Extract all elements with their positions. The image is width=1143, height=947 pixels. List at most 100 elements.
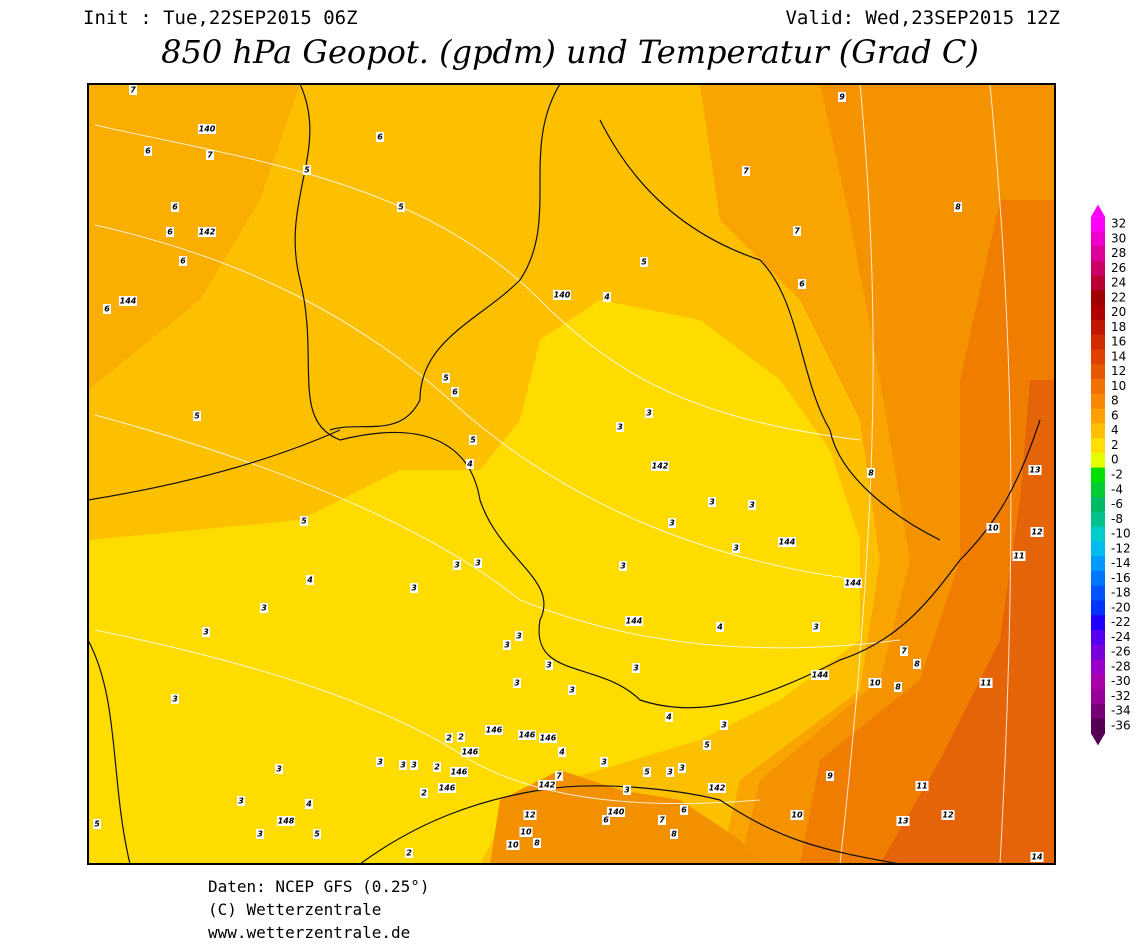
contour-label: 13 <box>1029 466 1041 475</box>
contour-label: 3 <box>749 501 755 510</box>
contour-label: 13 <box>897 817 909 826</box>
contour-label-box <box>941 810 955 820</box>
colorbar-cell <box>1091 526 1105 542</box>
colorbar-label: 28 <box>1111 246 1126 260</box>
colorbar-label: -26 <box>1111 645 1131 659</box>
contour-label: 144 <box>812 671 829 680</box>
contour-label-box <box>703 740 711 750</box>
contour-label-box <box>900 646 908 656</box>
colorbar-label: 30 <box>1111 231 1126 245</box>
contour-label: 3 <box>569 686 575 695</box>
contour-label: 4 <box>466 460 473 469</box>
contour-label: 3 <box>257 830 263 839</box>
contour-label: 8 <box>914 660 920 669</box>
temp-field <box>88 84 300 390</box>
contour-label: 5 <box>314 830 320 839</box>
contour-label: 8 <box>671 830 677 839</box>
colorbar-cell <box>1091 438 1105 454</box>
contour-label-box <box>198 227 216 237</box>
colorbar-cell <box>1091 349 1105 365</box>
colorbar-label: 26 <box>1111 261 1126 275</box>
colorbar-label: -36 <box>1111 719 1131 733</box>
contour-label-box <box>198 124 216 134</box>
contour-label-box <box>202 627 210 637</box>
colorbar-cell <box>1091 216 1105 232</box>
colorbar-label: -32 <box>1111 689 1131 703</box>
contour-label: 144 <box>626 617 643 626</box>
contour-label-box <box>485 725 503 735</box>
contour-label-box <box>913 659 921 669</box>
contour-label-box <box>811 670 829 680</box>
contour-label: 6 <box>104 305 110 314</box>
contour-label: 6 <box>603 816 609 825</box>
colorbar-label: -30 <box>1111 674 1131 688</box>
contour-label: 3 <box>601 758 607 767</box>
contour-label-box <box>643 767 651 777</box>
contour-label-box <box>397 202 405 212</box>
contour-label: 146 <box>439 784 456 793</box>
contour-label-box <box>555 771 563 781</box>
colorbar-label: 4 <box>1111 423 1119 437</box>
contour-label-box <box>732 543 740 553</box>
contour-label-box <box>193 411 201 421</box>
contour-label: 140 <box>554 291 571 300</box>
contour-label-box <box>275 764 283 774</box>
contour-label-box <box>453 560 461 570</box>
colorbar-cell <box>1091 423 1105 439</box>
contour-label-box <box>171 202 179 212</box>
contour-label: 10 <box>507 841 519 850</box>
contour-label-box <box>410 760 418 770</box>
contour-label-box <box>306 575 314 585</box>
colorbar-cell <box>1091 408 1105 424</box>
contour-label-box <box>979 678 993 688</box>
contour-label: 146 <box>540 734 557 743</box>
contour-label-box <box>179 256 187 266</box>
contour-label: 5 <box>443 374 449 383</box>
contour-label-box <box>868 678 882 688</box>
colorbar-cell <box>1091 615 1105 631</box>
contour-label: 146 <box>451 768 468 777</box>
map-title: 850 hPa Geopot. (gpdm) und Temperatur (G… <box>161 33 979 71</box>
colorbar-label: 22 <box>1111 290 1126 304</box>
contour-label-box <box>558 747 566 757</box>
colorbar-cell <box>1091 497 1105 513</box>
contour-label: 7 <box>794 227 800 236</box>
contour-label: 3 <box>400 761 406 770</box>
contour-label: 5 <box>301 517 307 526</box>
colorbar-cell <box>1091 674 1105 690</box>
colorbar-cell <box>1091 689 1105 705</box>
colorbar-cell <box>1091 644 1105 661</box>
contour-label-box <box>461 747 479 757</box>
contour-label-box <box>600 757 608 767</box>
contour-label-box <box>303 165 311 175</box>
contour-label-box <box>1030 527 1044 537</box>
contour-label-box <box>986 523 1000 533</box>
contour-label-box <box>778 537 796 547</box>
colorbar-label: 20 <box>1111 305 1126 319</box>
contour-label: 10 <box>869 679 881 688</box>
contour-label: 2 <box>458 733 464 742</box>
colorbar-arrow <box>1091 733 1105 746</box>
contour-label: 3 <box>646 409 652 418</box>
contour-label: 4 <box>306 576 313 585</box>
contour-label: 12 <box>942 811 954 820</box>
contour-label: 140 <box>199 125 216 134</box>
colorbar-label: -20 <box>1111 600 1131 614</box>
contour-label: 5 <box>644 768 650 777</box>
contour-label-box <box>812 622 820 632</box>
contour-label-box <box>568 685 576 695</box>
contour-label: 7 <box>130 86 136 95</box>
contour-label: 5 <box>398 203 404 212</box>
contour-label: 11 <box>980 679 991 688</box>
contour-label-box <box>844 578 862 588</box>
contour-label-box <box>553 290 571 300</box>
colorbar-label: 6 <box>1111 408 1119 422</box>
contour-label: 14 <box>1031 853 1043 862</box>
colorbar-label: -22 <box>1111 615 1131 629</box>
contour-label: 6 <box>180 257 186 266</box>
contour-label-box <box>451 387 459 397</box>
map-frame <box>87 83 1056 865</box>
contour-label-box <box>678 763 686 773</box>
contour-label: 3 <box>620 562 626 571</box>
